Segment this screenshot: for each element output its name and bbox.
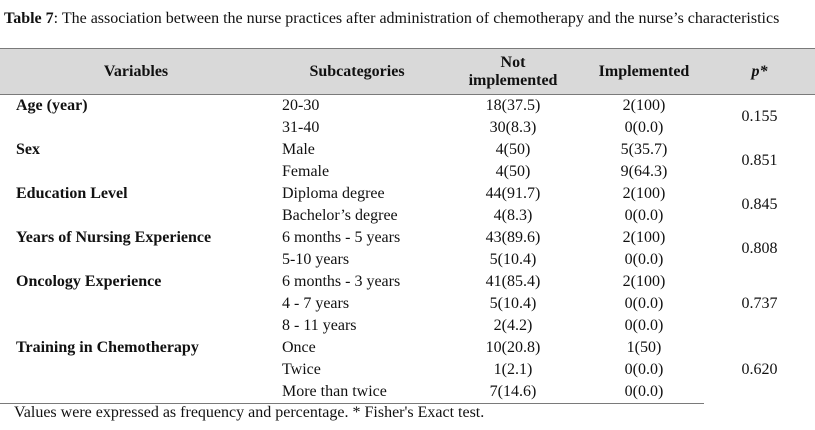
header-not-implemented-line1: Not (500, 53, 526, 71)
subcategory-cell: 6 months - 5 years (282, 229, 401, 246)
data-table-container: Variables Subcategories Not implemented … (0, 48, 815, 404)
subcategory-cell: 6 months - 3 years (282, 273, 401, 290)
table-row: Bachelor’s degree 4(8.3) 0(0.0) (0, 205, 815, 227)
implemented-cell: 0(0.0) (624, 251, 664, 268)
subcategory-cell: 8 - 11 years (282, 317, 357, 334)
table-row: More than twice 7(14.6) 0(0.0) (0, 381, 815, 404)
subcategory-cell: Twice (282, 361, 321, 378)
table-row: Years of Nursing Experience 6 months - 5 … (0, 227, 815, 257)
variable-cell: Age (year) (16, 97, 88, 114)
variable-cell (0, 249, 272, 271)
not-implemented-cell: 10(20.8) (485, 339, 541, 356)
p-value-cell: 0.620 (741, 361, 778, 379)
subcategory-cell: Bachelor’s degree (282, 207, 398, 224)
table-row: Twice 1(2.1) 0(0.0) (0, 359, 815, 381)
data-table: Variables Subcategories Not implemented … (0, 48, 815, 404)
not-implemented-cell: 7(14.6) (442, 381, 584, 404)
variable-cell (0, 315, 272, 337)
header-p-value: p* (704, 48, 815, 95)
not-implemented-cell: 41(85.4) (485, 273, 541, 290)
not-implemented-cell: 5(10.4) (489, 295, 537, 312)
not-implemented-cell: 18(37.5) (485, 97, 541, 114)
header-variables: Variables (0, 48, 272, 95)
not-implemented-cell: 2(4.2) (493, 317, 533, 334)
table-caption: Table 7: The association between the nur… (4, 10, 812, 28)
implemented-cell: 2(100) (622, 97, 666, 114)
not-implemented-cell: 4(50) (495, 141, 531, 158)
not-implemented-cell: 5(10.4) (489, 251, 537, 268)
implemented-cell: 0(0.0) (624, 317, 664, 334)
p-value-cell: 0.808 (741, 240, 778, 257)
implemented-cell: 2(100) (622, 229, 666, 246)
p-value-cell: 0.737 (741, 295, 778, 312)
subcategory-cell: Male (282, 141, 315, 158)
variable-cell (0, 161, 272, 183)
table-footnote: Values were expressed as frequency and p… (14, 404, 485, 421)
p-value-cell: 0.845 (741, 196, 778, 213)
not-implemented-cell: 1(2.1) (493, 361, 533, 378)
table-label: Table 7 (4, 10, 54, 27)
header-implemented: Implemented (584, 48, 704, 95)
table-caption-text: : The association between the nurse prac… (53, 10, 780, 27)
table-row: Female 4(50) 9(64.3) (0, 161, 815, 183)
implemented-cell: 2(100) (622, 185, 666, 202)
p-value-cell: 0.155 (741, 108, 778, 125)
subcategory-cell: 4 - 7 years (282, 295, 350, 312)
subcategory-cell: Female (282, 163, 330, 180)
variable-cell (0, 359, 272, 381)
implemented-cell: 5(35.7) (620, 141, 668, 158)
variable-cell (0, 117, 272, 139)
not-implemented-cell: 30(8.3) (489, 119, 537, 136)
variable-cell: Education Level (16, 185, 128, 202)
variable-cell (0, 205, 272, 227)
table-row: 31-40 30(8.3) 0(0.0) (0, 117, 815, 139)
p-value-cell: 0.851 (741, 152, 778, 169)
variable-cell (0, 293, 272, 315)
implemented-cell: 0(0.0) (624, 361, 664, 378)
implemented-cell: 9(64.3) (620, 163, 668, 180)
implemented-cell: 0(0.0) (624, 295, 664, 312)
subcategory-cell: 31-40 (282, 119, 320, 136)
variable-cell: Training in Chemotherapy (16, 339, 199, 356)
subcategory-cell: Once (282, 339, 316, 356)
table-row: Oncology Experience 6 months - 3 years 41(… (0, 271, 815, 312)
header-not-implemented-line2: implemented (468, 71, 558, 89)
header-not-implemented: Not implemented (442, 48, 584, 95)
subcategory-cell: 20-30 (282, 97, 320, 114)
table-row: Age (year) 20-30 18(37.5) 2(100) 0.155 (0, 95, 815, 125)
table-row: Sex Male 4(50) 5(35.7) 0.851 (0, 139, 815, 169)
table-body: Age (year) 20-30 18(37.5) 2(100) 0.155 31-40 3… (0, 95, 815, 404)
subcategory-cell: Diploma degree (282, 185, 385, 202)
variable-cell: Oncology Experience (16, 273, 162, 290)
not-implemented-cell: 43(89.6) (485, 229, 541, 246)
table-row: 5-10 years 5(10.4) 0(0.0) (0, 249, 815, 271)
implemented-cell: 0(0.0) (584, 381, 704, 404)
implemented-cell: 2(100) (622, 273, 666, 290)
table-header: Variables Subcategories Not implemented … (0, 48, 815, 95)
table-row: Education Level Diploma degree 44(91.7) 2(1… (0, 183, 815, 213)
not-implemented-cell: 4(8.3) (493, 207, 533, 224)
table-row: Training in Chemotherapy Once 10(20.8) 1(50… (0, 337, 815, 378)
subcategory-cell: 5-10 years (282, 251, 350, 268)
implemented-cell: 0(0.0) (624, 119, 664, 136)
variable-cell (0, 381, 272, 404)
header-subcategories: Subcategories (272, 48, 442, 95)
not-implemented-cell: 44(91.7) (485, 185, 541, 202)
implemented-cell: 0(0.0) (624, 207, 664, 224)
table-row: 8 - 11 years 2(4.2) 0(0.0) (0, 315, 815, 337)
variable-cell: Years of Nursing Experience (16, 229, 212, 246)
table-row: 4 - 7 years 5(10.4) 0(0.0) (0, 293, 815, 315)
header-row: Variables Subcategories Not implemented … (0, 48, 815, 95)
variable-cell: Sex (16, 141, 40, 158)
implemented-cell: 1(50) (626, 339, 662, 356)
subcategory-cell: More than twice (272, 381, 442, 404)
not-implemented-cell: 4(50) (495, 163, 531, 180)
